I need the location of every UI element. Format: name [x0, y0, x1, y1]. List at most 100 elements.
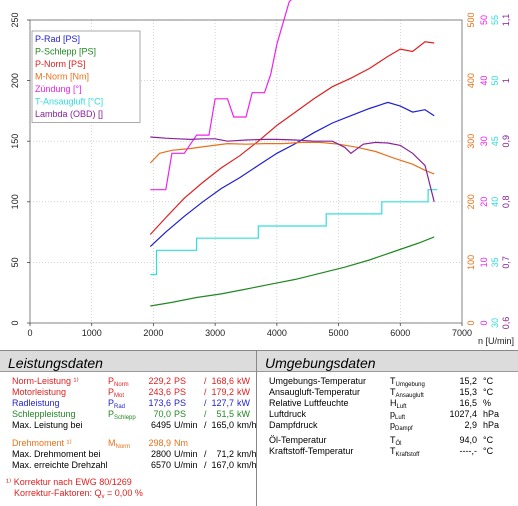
row-label: Max. Leistung bei [12, 420, 83, 430]
umgebung-row: Ansaugluft-Temperatur TAnsaugluft 15,3 °C [257, 387, 518, 399]
row-symbol-sub: Schlepp [114, 415, 136, 421]
umgebung-row: Umgebungs-Temperatur TUmgebung 15,2 °C [257, 376, 518, 388]
row-value-1: 6495 [150, 420, 171, 430]
row-label: Norm-Leistung ¹⁾ [12, 376, 79, 386]
row-label: Ansaugluft-Temperatur [269, 387, 361, 397]
footnote-correction: ¹⁾ Korrektur nach EWG 80/1269 [6, 477, 132, 487]
row-symbol: pLuft [390, 409, 406, 421]
y-tick-label: 150 [10, 134, 20, 149]
row-symbol: PMot [108, 387, 125, 399]
leistung-row: Drehmoment ¹⁾ MNorm 298,9 Nm [0, 438, 256, 450]
x-tick-label: 0 [27, 328, 32, 338]
row-value-1: 6570 [150, 460, 171, 470]
row-sep: / [204, 387, 207, 397]
plot-frame [29, 19, 463, 324]
row-symbol-sub: Rad [114, 404, 126, 410]
series-line [150, 236, 435, 307]
right-axis-tick-label: 0,6 [501, 317, 511, 330]
right-axis-tick-label: 20 [479, 197, 489, 207]
umgebung-row: Öl-Temperatur TÖl 94,0 °C [257, 435, 518, 447]
row-unit-1: U/min [174, 420, 198, 430]
row-unit: °C [483, 446, 494, 456]
leistung-row: Motorleistung PMot 243,6 PS / 179,2 kW [0, 387, 256, 399]
right-axis-tick-label: 10 [479, 257, 489, 267]
row-value: 94,0 [459, 435, 477, 445]
y-tick-label: 50 [10, 257, 20, 267]
series-line [150, 189, 438, 276]
y-tick-label: 0 [10, 320, 20, 325]
right-axis-tick-label: 500 [466, 12, 476, 27]
row-value-1: 2800 [150, 449, 171, 459]
legend-entry: P-Rad [PS] [35, 34, 80, 44]
legend-box [31, 30, 141, 123]
umgebung-row: Kraftstoff-Temperatur TKraftstoff ----,- °C [257, 446, 518, 458]
footnote-factors-value: = 0,00 % [104, 488, 143, 498]
row-unit: hPa [483, 409, 500, 419]
row-unit-2: km/h [237, 420, 257, 430]
leistung-row: Radleistung PRad 173,6 PS / 127,7 kW [0, 398, 256, 410]
x-tick-label: 4000 [267, 328, 287, 338]
row-unit: % [483, 398, 492, 408]
row-symbol-sub: Öl [395, 441, 402, 447]
y-tick-label: 100 [10, 194, 20, 209]
row-label: Radleistung [12, 398, 60, 408]
umgebung-title: Umgebungsdaten [265, 355, 376, 371]
right-axis-tick-label: 1,1 [501, 14, 511, 27]
row-unit-1: PS [174, 387, 187, 397]
leistung-header [0, 350, 256, 372]
row-label: Max. Drehmoment bei [12, 449, 101, 459]
row-value: 2,9 [464, 420, 477, 430]
row-label: Umgebungs-Temperatur [269, 376, 367, 386]
right-axis-tick-label: 40 [490, 197, 500, 207]
x-axis-label: n [U/min] [478, 336, 514, 346]
leistung-row: Schleppleistung PSchlepp 70,0 PS / 51,5 kW [0, 409, 256, 421]
right-axis-tick-label: 0,9 [501, 135, 511, 148]
row-value-1: 243,6 [148, 387, 171, 397]
row-unit-2: kW [237, 398, 250, 408]
x-tick-label: 5000 [329, 328, 349, 338]
legend: P-Rad [PS] P-Schlepp [PS] P-Norm [PS] M-Nor… [31, 30, 141, 123]
footnote-factors-symbol: Qv [94, 488, 105, 500]
leistung-row: Norm-Leistung ¹⁾ PNorm 229,2 PS / 168,6 kW [0, 376, 256, 388]
row-sep: / [204, 420, 207, 430]
legend-entry: Lambda (OBD) [] [35, 109, 103, 119]
leistung-title: Leistungsdaten [8, 355, 103, 371]
row-value-1: 70,0 [153, 409, 171, 419]
row-label: Luftdruck [269, 409, 307, 419]
right-axis-tick-label: 50 [490, 76, 500, 86]
row-symbol-sub: Luft [395, 415, 406, 421]
row-symbol: PNorm [108, 376, 129, 388]
row-value-2: 165,0 [211, 420, 234, 430]
row-value: 1027,4 [449, 409, 477, 419]
row-label: Motorleistung [12, 387, 67, 397]
row-unit-1: Nm [174, 438, 188, 448]
right-axis-tick-label: 50 [479, 15, 489, 25]
legend-entry: M-Norm [Nm] [35, 72, 89, 82]
row-sep: / [204, 376, 207, 386]
right-axis-tick-label: 0 [479, 320, 489, 325]
row-symbol-sub: Ansaugluft [395, 393, 424, 399]
footnote-factors: Korrektur-Faktoren: Qv = 0,00 % [14, 488, 143, 501]
row-unit-1: U/min [174, 460, 198, 470]
row-label: Schleppleistung [12, 409, 76, 419]
row-unit-1: PS [174, 409, 187, 419]
row-value: 16,5 [459, 398, 477, 408]
series-line [149, 141, 435, 175]
row-value: 15,2 [459, 376, 477, 386]
row-symbol-sub: Dampf [395, 426, 413, 432]
right-axis-tick-label: 0,8 [501, 196, 511, 209]
right-axis-tick-label: 100 [466, 255, 476, 270]
row-symbol: TAnsaugluft [390, 387, 424, 399]
row-unit-2: kW [237, 376, 250, 386]
x-tick-label: 7000 [452, 328, 472, 338]
footnote-factors-label: Korrektur-Faktoren: [14, 488, 95, 498]
leistung-panel: Leistungsdaten Norm-Leistung ¹⁾ PNorm 229,… [0, 350, 257, 506]
umgebung-panel: Umgebungsdaten Umgebungs-Temperatur TUmge… [257, 350, 518, 506]
right-axis-tick-label: 400 [466, 73, 476, 88]
row-symbol: PSchlepp [108, 409, 136, 421]
row-sep: / [204, 409, 207, 419]
x-tick-label: 3000 [205, 328, 225, 338]
legend-entry: Zündung [°] [35, 84, 82, 94]
row-value-1: 298,9 [148, 438, 171, 448]
